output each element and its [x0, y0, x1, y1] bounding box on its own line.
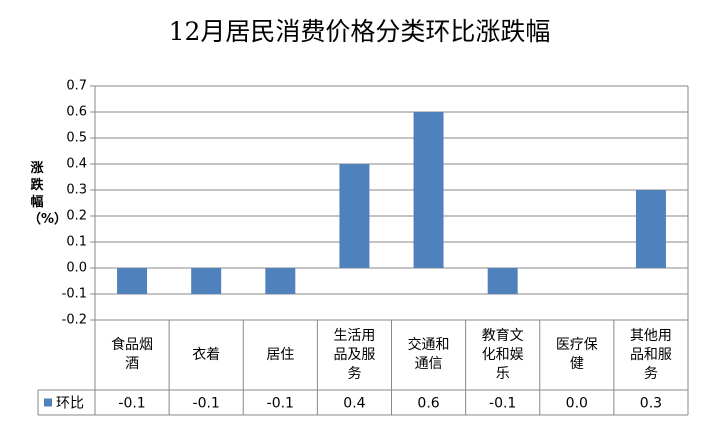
x-tick-label: 医疗保健	[540, 320, 614, 390]
x-tick-label-text: 教育文化和娱乐	[481, 327, 524, 382]
x-tick-label-text: 医疗保健	[555, 337, 598, 372]
legend-swatch	[44, 398, 52, 407]
bar	[487, 268, 518, 294]
y-tick-label: 0.4	[66, 157, 87, 172]
y-axis-label: 涨跌幅（%）	[28, 161, 68, 227]
x-tick-label-text: 交通和通信	[407, 337, 450, 372]
table-value: -0.1	[489, 396, 516, 412]
x-tick-label: 其他用品和服务	[614, 320, 688, 390]
x-tick-label: 食品烟酒	[95, 320, 169, 390]
table-value: -0.1	[267, 396, 294, 412]
x-tick-label-text: 衣着	[192, 346, 221, 363]
y-tick-label: 0.0	[66, 261, 87, 276]
bar	[635, 190, 666, 268]
x-tick-label: 衣着	[169, 320, 243, 390]
chart-title: 12月居民消费价格分类环比涨跌幅	[168, 17, 551, 46]
bar	[191, 268, 222, 294]
x-tick-label-text: 其他用品和服务	[629, 327, 672, 382]
legend-label: 环比	[56, 396, 84, 412]
table-value: 0.4	[343, 396, 365, 412]
x-tick-label: 居住	[243, 320, 317, 390]
y-tick-label: 0.7	[66, 79, 87, 94]
x-tick-label: 生活用品及服务	[317, 320, 391, 390]
x-tick-label: 教育文化和娱乐	[466, 320, 540, 390]
table-value: 0.0	[566, 396, 588, 412]
bar	[339, 164, 370, 268]
y-tick-label: 0.6	[66, 105, 87, 120]
x-tick-label-text: 生活用品及服务	[333, 327, 376, 382]
y-tick-label: -0.1	[62, 287, 87, 302]
x-tick-label: 交通和通信	[392, 320, 466, 390]
y-tick-label: 0.1	[66, 235, 87, 250]
table-value: -0.1	[118, 396, 145, 412]
table-value: -0.1	[193, 396, 220, 412]
bar	[413, 112, 444, 268]
x-tick-label-text: 居住	[266, 346, 295, 363]
y-tick-label: 0.3	[66, 183, 87, 198]
y-tick-label: 0.5	[66, 131, 87, 146]
x-tick-label-text: 食品烟酒	[111, 337, 154, 372]
bar	[117, 268, 148, 294]
y-tick-label: 0.2	[66, 209, 87, 224]
bar	[265, 268, 296, 294]
y-tick-label: -0.2	[62, 313, 87, 328]
table-value: 0.6	[417, 396, 439, 412]
table-value: 0.3	[640, 396, 662, 412]
